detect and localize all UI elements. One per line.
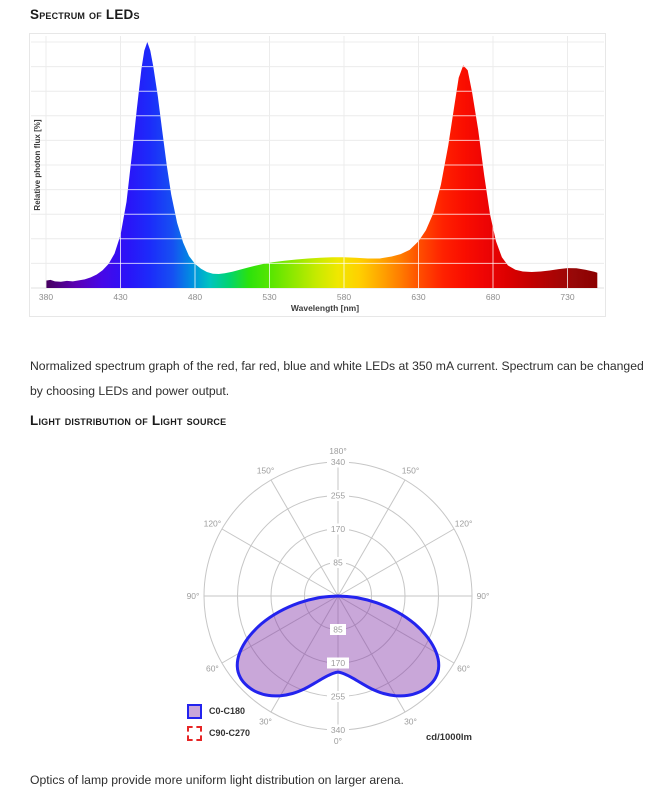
svg-text:430: 430 (113, 292, 127, 302)
svg-text:170: 170 (331, 658, 345, 668)
x-axis-label: Wavelength [nm] (291, 303, 359, 313)
svg-text:580: 580 (337, 292, 351, 302)
svg-text:90°: 90° (477, 591, 490, 601)
svg-text:680: 680 (486, 292, 500, 302)
svg-text:340: 340 (331, 725, 345, 735)
polar-legend: C0-C180 C90-C270 (187, 703, 251, 748)
svg-text:60°: 60° (206, 664, 219, 674)
svg-text:30°: 30° (404, 717, 417, 727)
spectrum-gridlines (31, 36, 604, 288)
polar-curve-c0-c180 (235, 594, 441, 698)
legend-label: C90-C270 (209, 728, 251, 738)
svg-text:150°: 150° (402, 465, 420, 475)
svg-text:180°: 180° (329, 446, 347, 456)
spectrum-chart: 380 430 480 530 580 630 680 730 Wavelength [nm]… (31, 36, 604, 313)
polar-angle-labels: 180° 0° 30° 30° 60° 60° 90° 90° 120° 120° 150° 150° (187, 446, 490, 746)
svg-text:380: 380 (39, 292, 53, 302)
svg-text:30°: 30° (259, 717, 272, 727)
svg-text:120°: 120° (455, 519, 473, 529)
legend-label: C0-C180 (209, 706, 246, 716)
svg-text:170: 170 (331, 524, 345, 534)
heading-distribution: Light distribution of Light source (30, 413, 227, 428)
polar-unit-label: cd/1000lm (426, 732, 472, 743)
svg-text:90°: 90° (187, 591, 200, 601)
polar-ring-value-labels: 85 85 170 170 255 255 340 340 (327, 456, 349, 736)
light-distribution-chart: 180° 0° 30° 30° 60° 60° 90° 90° 120° 120° 150° 150°… (158, 436, 522, 754)
svg-text:255: 255 (331, 692, 345, 702)
svg-text:85: 85 (333, 558, 343, 568)
spectrum-chart-panel: 380 430 480 530 580 630 680 730 Wavelength [nm]… (29, 33, 606, 317)
svg-text:480: 480 (188, 292, 202, 302)
y-axis-label: Relative photon flux [%] (33, 119, 42, 210)
svg-text:730: 730 (560, 292, 574, 302)
svg-text:120°: 120° (204, 519, 222, 529)
svg-text:530: 530 (262, 292, 276, 302)
svg-text:60°: 60° (457, 664, 470, 674)
x-tick-labels: 380 430 480 530 580 630 680 730 (39, 292, 575, 302)
svg-text:255: 255 (331, 491, 345, 501)
caption-spectrum: Normalized spectrum graph of the red, fa… (30, 359, 644, 399)
spectrum-area (46, 42, 598, 288)
c90-c270-swatch-icon (187, 725, 202, 741)
svg-text:85: 85 (333, 625, 343, 635)
heading-spectrum: Spectrum of LEDs (30, 7, 140, 22)
legend-item-c90-c270: C90-C270 (187, 725, 251, 741)
polar-diagram: 180° 0° 30° 30° 60° 60° 90° 90° 120° 120° 150° 150°… (187, 446, 490, 746)
svg-text:0°: 0° (334, 736, 342, 746)
svg-text:340: 340 (331, 457, 345, 467)
legend-item-c0-c180: C0-C180 (187, 703, 250, 719)
svg-text:150°: 150° (257, 465, 275, 475)
c0-c180-swatch-icon (187, 703, 202, 719)
svg-text:630: 630 (411, 292, 425, 302)
caption-optics: Optics of lamp provide more uniform ligh… (30, 773, 404, 788)
